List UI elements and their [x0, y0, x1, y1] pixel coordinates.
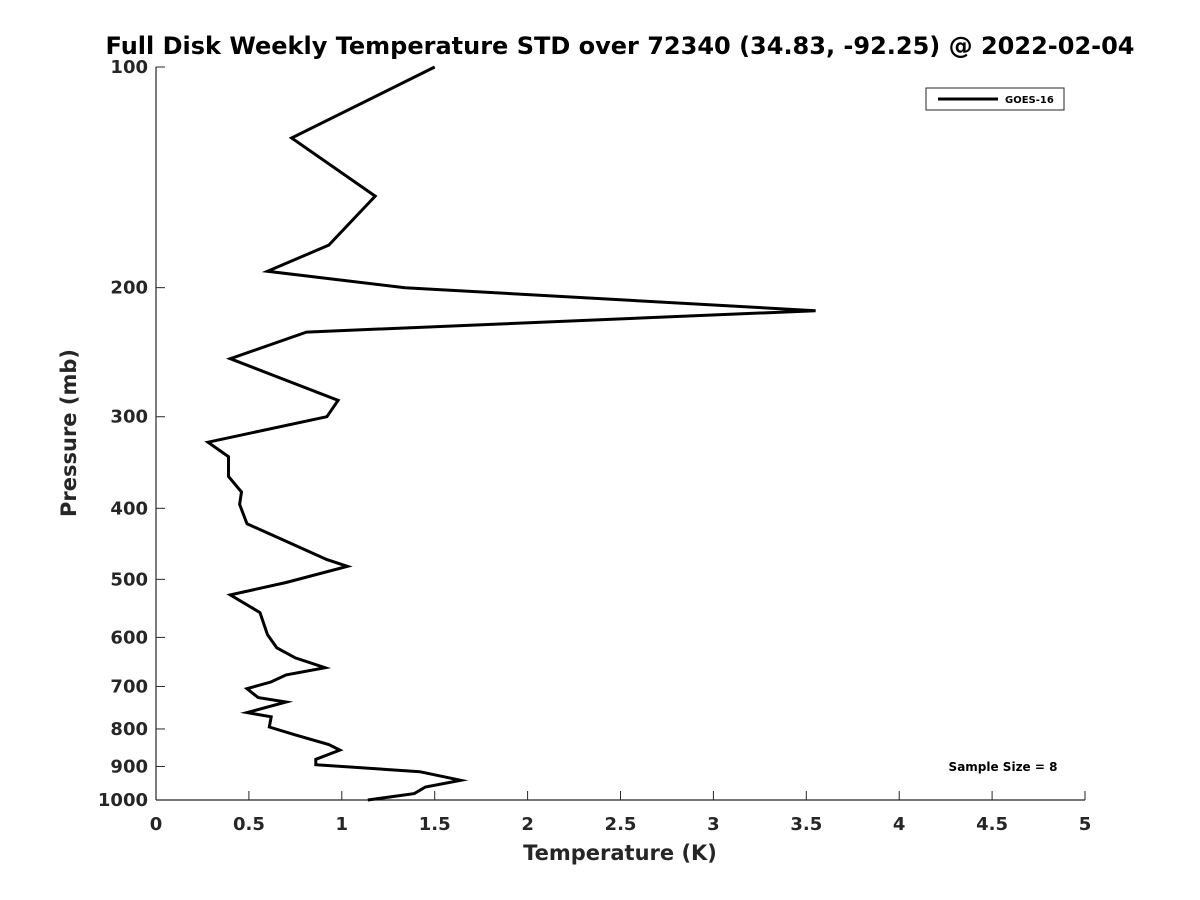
x-tick-label: 2.5 — [605, 814, 637, 835]
x-ticks: 0 0.5 1 1.5 2 2.5 3 3.5 4 4.5 5 — [150, 791, 1092, 835]
chart-title: Full Disk Weekly Temperature STD over 72… — [106, 32, 1135, 60]
x-tick-label: 3 — [707, 814, 720, 835]
series-line-goes-16 — [204, 65, 816, 802]
plot-area — [155, 67, 1085, 801]
x-tick-label: 0 — [150, 814, 163, 835]
legend: GOES-16 — [925, 87, 1065, 111]
y-tick-label: 800 — [110, 719, 148, 740]
y-tick-label: 900 — [110, 756, 148, 777]
legend-label: GOES-16 — [1005, 95, 1054, 106]
x-axis-label: Temperature (K) — [523, 841, 717, 865]
x-tick-label: 2 — [521, 814, 534, 835]
y-tick-label: 1000 — [98, 790, 148, 811]
y-axis-label: Pressure (mb) — [57, 349, 81, 517]
y-tick-label: 500 — [110, 569, 148, 590]
x-tick-label: 1.5 — [419, 814, 451, 835]
x-tick-label: 4.5 — [976, 814, 1008, 835]
y-tick-label: 600 — [110, 627, 148, 648]
x-tick-label: 3.5 — [790, 814, 822, 835]
y-ticks: 100 200 300 400 500 600 700 800 900 1000 — [98, 57, 165, 811]
x-tick-label: 1 — [336, 814, 349, 835]
x-tick-label: 5 — [1079, 814, 1092, 835]
y-tick-label: 300 — [110, 407, 148, 428]
x-tick-label: 0.5 — [233, 814, 265, 835]
sample-size-annotation: Sample Size = 8 — [949, 760, 1058, 774]
y-tick-label: 400 — [110, 498, 148, 519]
y-tick-label: 200 — [110, 278, 148, 299]
y-tick-label: 100 — [110, 57, 148, 78]
x-tick-label: 4 — [893, 814, 906, 835]
series-layer — [204, 65, 816, 802]
y-tick-label: 700 — [110, 676, 148, 697]
